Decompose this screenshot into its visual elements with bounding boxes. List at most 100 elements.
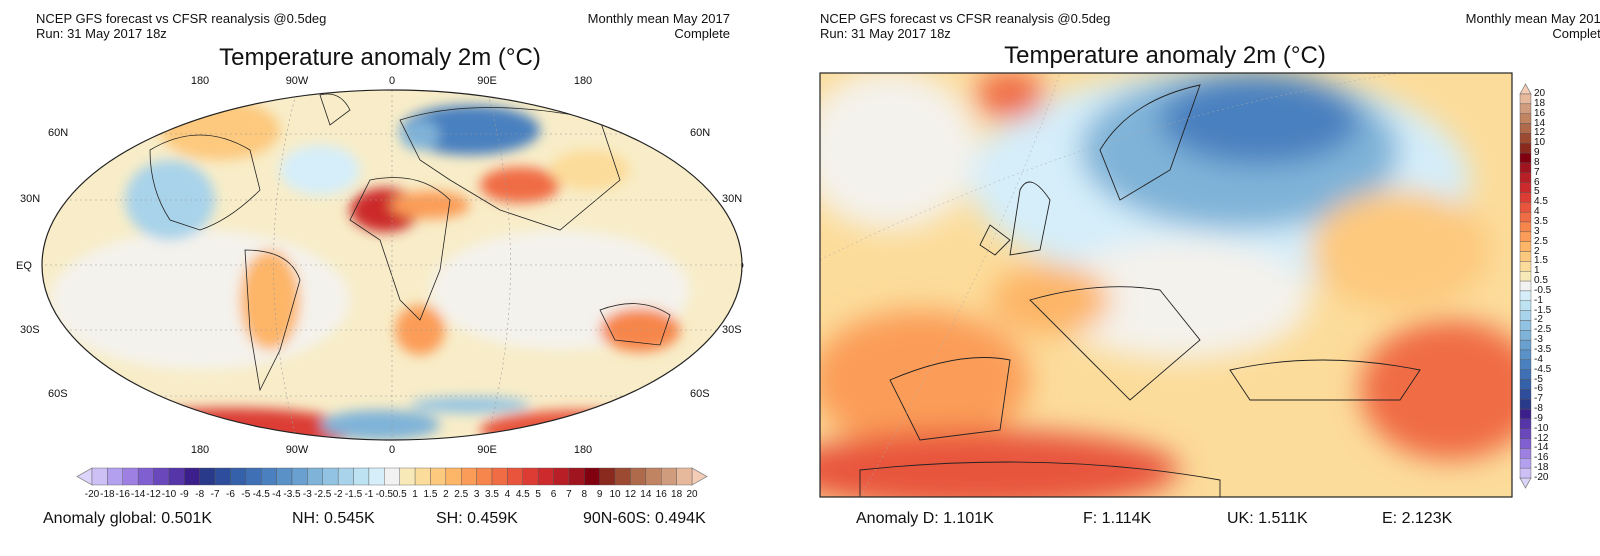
run-text: Run: 31 May 2017 18z [820, 26, 951, 41]
lat-label: 30S [722, 324, 742, 336]
colorbar-bin [1519, 172, 1532, 183]
colorbar-vertical [1519, 83, 1532, 489]
lat-label: 60S [690, 388, 710, 400]
colorbar-tick-label: 0.5 [392, 489, 407, 500]
colorbar-tick-label: -12 [146, 489, 161, 500]
stat-90n-60s: 90N-60S: 0.494K [583, 510, 706, 527]
colorbar-tick-label: 3 [1534, 225, 1540, 237]
europe-anomaly-map [819, 72, 1513, 498]
colorbar-bin [399, 467, 416, 486]
colorbar-bin [1519, 93, 1532, 105]
colorbar-tick-label: 18 [1534, 97, 1546, 109]
colorbar-tick-label: -2.5 [314, 489, 332, 500]
colorbar-tick-label: 16 [1534, 107, 1546, 119]
colorbar-tick-label: -20 [1534, 472, 1549, 483]
colorbar-bin [1519, 231, 1532, 242]
colorbar-tick-label: 4.5 [515, 489, 530, 500]
colorbar-tick-label: 6 [550, 489, 557, 500]
lon-label: 180 [190, 75, 210, 87]
colorbar-bin [1519, 330, 1532, 341]
colorbar-tick-label: -0.5 [375, 489, 393, 500]
colorbar-tick-label: 2.5 [454, 489, 469, 500]
colorbar-tick-label: 7 [566, 489, 572, 500]
colorbar-bin [491, 467, 508, 486]
global-map-panel: NCEP GFS forecast vs CFSR reanalysis @0.… [0, 0, 760, 556]
colorbar-tick-label: -2 [333, 489, 343, 500]
colorbar-bin [414, 467, 431, 486]
colorbar-bin [676, 467, 693, 486]
colorbar-bin [122, 467, 139, 486]
colorbar-bin [1519, 290, 1532, 301]
colorbar-tick-label: 8 [581, 489, 588, 500]
colorbar-bin [1519, 162, 1532, 173]
colorbar-tick-label: 4 [504, 489, 511, 500]
stat-nh: NH: 0.545K [292, 510, 375, 527]
colorbar-bin [353, 467, 370, 486]
colorbar-bin [1519, 438, 1532, 449]
period-text: Monthly mean May 2017 [587, 11, 730, 26]
colorbar-tick-label: 4 [1534, 206, 1540, 218]
lat-label: 60N [690, 127, 711, 139]
lon-label: 90E [477, 75, 497, 87]
source-text: NCEP GFS forecast vs CFSR reanalysis @0.… [36, 11, 327, 26]
colorbar-bin [1519, 379, 1532, 390]
colorbar-extend-high [1519, 83, 1532, 95]
colorbar-bin [214, 467, 231, 486]
colorbar-bin [1519, 320, 1532, 331]
colorbar-bin [507, 467, 523, 486]
stat-global: Anomaly global: 0.501K [43, 510, 212, 527]
lat-label: 30N [20, 193, 41, 205]
colorbar-bin [1519, 271, 1532, 282]
colorbar-tick-label: 14 [1534, 117, 1546, 129]
colorbar-tick-label: 9 [1534, 147, 1540, 159]
lat-label: 60S [48, 388, 68, 400]
header-period: Monthly mean May 2017 Complete [1466, 11, 1600, 41]
lon-label: 180 [573, 75, 593, 87]
colorbar-tick-label: -4.5 [252, 489, 270, 500]
colorbar-bin [168, 467, 185, 486]
colorbar-tick-label: -16 [115, 489, 130, 500]
stat-sh: SH: 0.459K [436, 510, 518, 527]
colorbar-tick-label: 16 [655, 489, 667, 500]
stat-france: F: 1.114K [1083, 510, 1152, 527]
map-title: Temperature anomaly 2m (°C) [219, 44, 541, 71]
stat-uk: UK: 1.511K [1227, 510, 1308, 527]
colorbar-tick-label: 10 [1534, 137, 1546, 149]
colorbar-tick-label: -3.5 [1534, 344, 1552, 355]
status-text: Complete [674, 26, 730, 41]
colorbar-tick-label: -1 [364, 489, 374, 500]
lon-label: 0 [388, 444, 396, 456]
colorbar-bin [1519, 408, 1532, 420]
colorbar-bin [276, 467, 293, 486]
lat-label: 30N [722, 193, 743, 205]
colorbar-bin [1519, 458, 1532, 469]
colorbar-bin [199, 467, 216, 486]
colorbar-bin [1519, 152, 1532, 164]
colorbar-bin [384, 467, 400, 486]
europe-map-panel: NCEP GFS forecast vs CFSR reanalysis @0.… [800, 0, 1600, 556]
colorbar-bin [245, 467, 262, 486]
colorbar-extend-low [76, 467, 93, 486]
colorbar-tick-label: -1.5 [1534, 304, 1552, 316]
colorbar-bin [645, 467, 662, 486]
lon-label: 90W [285, 444, 309, 456]
source-text: NCEP GFS forecast vs CFSR reanalysis @0.… [820, 11, 1111, 26]
colorbar-tick-label: -5 [1534, 373, 1543, 385]
colorbar-bin [430, 467, 447, 486]
colorbar-tick-label: -6 [1534, 383, 1543, 395]
lat-label: 60N [48, 127, 69, 139]
colorbar-bin [1519, 448, 1532, 459]
colorbar-bin [1519, 143, 1532, 154]
run-text: Run: 31 May 2017 18z [36, 26, 167, 41]
colorbar-tick-label: -3 [302, 489, 312, 500]
colorbar-bin [1519, 349, 1532, 361]
colorbar-tick-label: 3.5 [485, 489, 499, 500]
colorbar-tick-label: 2.5 [1534, 235, 1548, 247]
colorbar-bin [630, 467, 647, 486]
colorbar-tick-label: 10 [609, 489, 621, 500]
colorbar-bin [137, 467, 154, 486]
lon-label: 180 [573, 444, 593, 456]
colorbar-tick-label: 4.5 [1534, 196, 1548, 208]
colorbar-bin [91, 467, 108, 486]
colorbar-tick-label: -3.5 [283, 489, 301, 500]
